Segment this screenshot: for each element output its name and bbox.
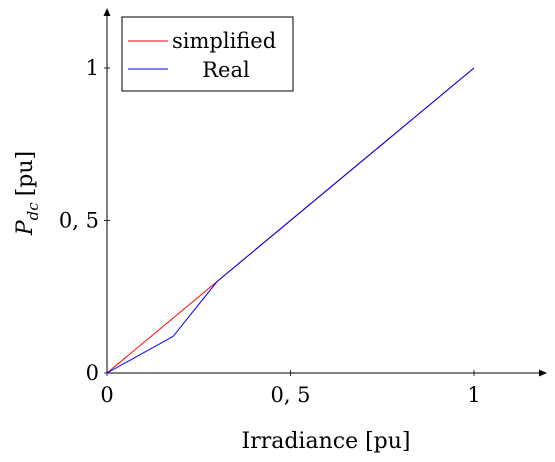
ticks: 0 0, 5 1 0 0, 5 1 xyxy=(59,56,481,407)
y-tick-label: 0, 5 xyxy=(59,209,99,233)
y-axis-arrow-icon xyxy=(103,8,111,16)
axes xyxy=(103,8,547,377)
y-axis-label-symbol: P xyxy=(13,219,38,236)
y-axis-label: Pdc [pu] xyxy=(13,151,42,236)
y-axis-label-unit: [pu] xyxy=(13,151,38,196)
x-axis-label: Irradiance [pu] xyxy=(242,429,411,454)
legend-box xyxy=(121,16,294,92)
y-tick-label: 1 xyxy=(86,56,99,80)
legend-label-simplified: simplified xyxy=(172,29,276,53)
x-tick-label: 0, 5 xyxy=(270,383,310,407)
y-tick-label: 0 xyxy=(86,361,99,385)
series-layer xyxy=(106,67,475,374)
x-tick-label: 0 xyxy=(100,383,113,407)
series-line-real xyxy=(106,67,475,374)
legend-label-real: Real xyxy=(202,58,250,82)
y-axis-label-subscript: dc xyxy=(24,202,42,221)
x-tick-label: 1 xyxy=(467,383,480,407)
x-axis-arrow-icon xyxy=(539,369,547,377)
legend: simplified Real xyxy=(121,16,294,92)
